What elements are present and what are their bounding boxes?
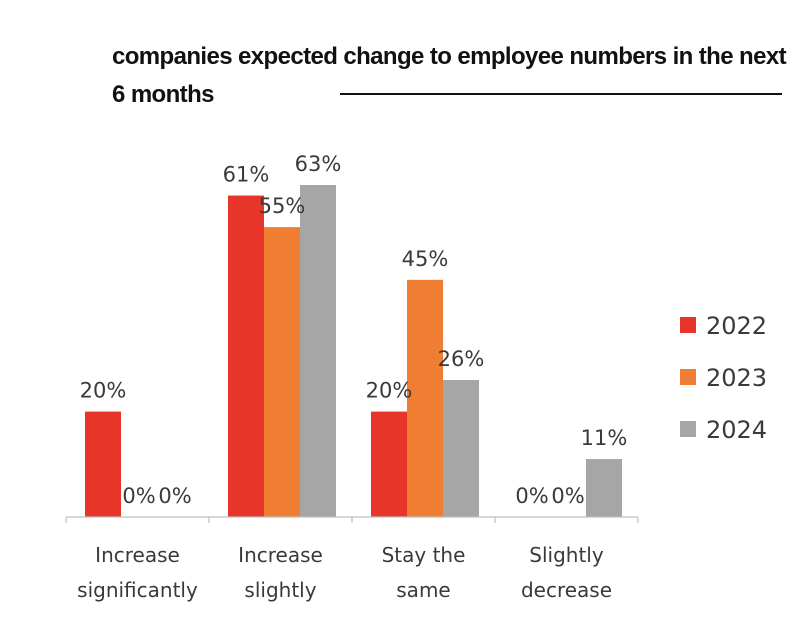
bar-2022-0 bbox=[85, 411, 121, 517]
category-label: decrease bbox=[521, 578, 612, 602]
value-label-2022-3: 0% bbox=[515, 484, 548, 508]
value-label-2024-2: 26% bbox=[438, 347, 485, 371]
value-label-2024-0: 0% bbox=[158, 484, 191, 508]
category-label: Increase bbox=[238, 543, 323, 567]
value-label-2023-3: 0% bbox=[551, 484, 584, 508]
bar-2022-1 bbox=[228, 195, 264, 518]
category-labels-group: Increase significantly Increase slightly Sta… bbox=[77, 543, 612, 602]
value-label-2024-3: 11% bbox=[581, 426, 628, 450]
value-labels-group: 20%0% 0%61%55%63%20%45%26%0% 0%11% bbox=[80, 152, 628, 508]
value-label-2022-0: 20% bbox=[80, 379, 127, 403]
legend: 2022 2023 2024 bbox=[680, 312, 767, 444]
category-label: Stay the bbox=[382, 543, 466, 567]
bar-2024-3 bbox=[586, 459, 622, 517]
legend-swatch-2024 bbox=[680, 421, 696, 437]
value-label-2023-2: 45% bbox=[402, 247, 449, 271]
category-label: Slightly bbox=[529, 543, 604, 567]
title-underline bbox=[340, 93, 782, 95]
category-label: slightly bbox=[244, 578, 316, 602]
legend-label-2024: 2024 bbox=[706, 416, 767, 444]
bar-2023-1 bbox=[264, 227, 300, 517]
legend-swatch-2023 bbox=[680, 369, 696, 385]
value-label-2023-0: 0% bbox=[122, 484, 155, 508]
value-label-2022-1: 61% bbox=[223, 163, 270, 187]
legend-swatch-2022 bbox=[680, 317, 696, 333]
category-label: significantly bbox=[77, 578, 198, 602]
x-axis bbox=[65, 516, 639, 523]
category-label: same bbox=[396, 578, 450, 602]
bar-2024-2 bbox=[443, 379, 479, 517]
chart-title: companies expected change to employee nu… bbox=[112, 43, 787, 108]
category-label: Increase bbox=[95, 543, 180, 567]
value-label-2024-1: 63% bbox=[295, 152, 342, 176]
value-label-2022-2: 20% bbox=[366, 379, 413, 403]
value-label-2023-1: 55% bbox=[259, 194, 306, 218]
bar-2022-2 bbox=[371, 411, 407, 517]
legend-label-2022: 2022 bbox=[706, 312, 767, 340]
bar-2023-2 bbox=[407, 279, 443, 517]
legend-label-2023: 2023 bbox=[706, 364, 767, 392]
bars-group bbox=[85, 185, 622, 518]
bar-2024-1 bbox=[300, 185, 336, 517]
